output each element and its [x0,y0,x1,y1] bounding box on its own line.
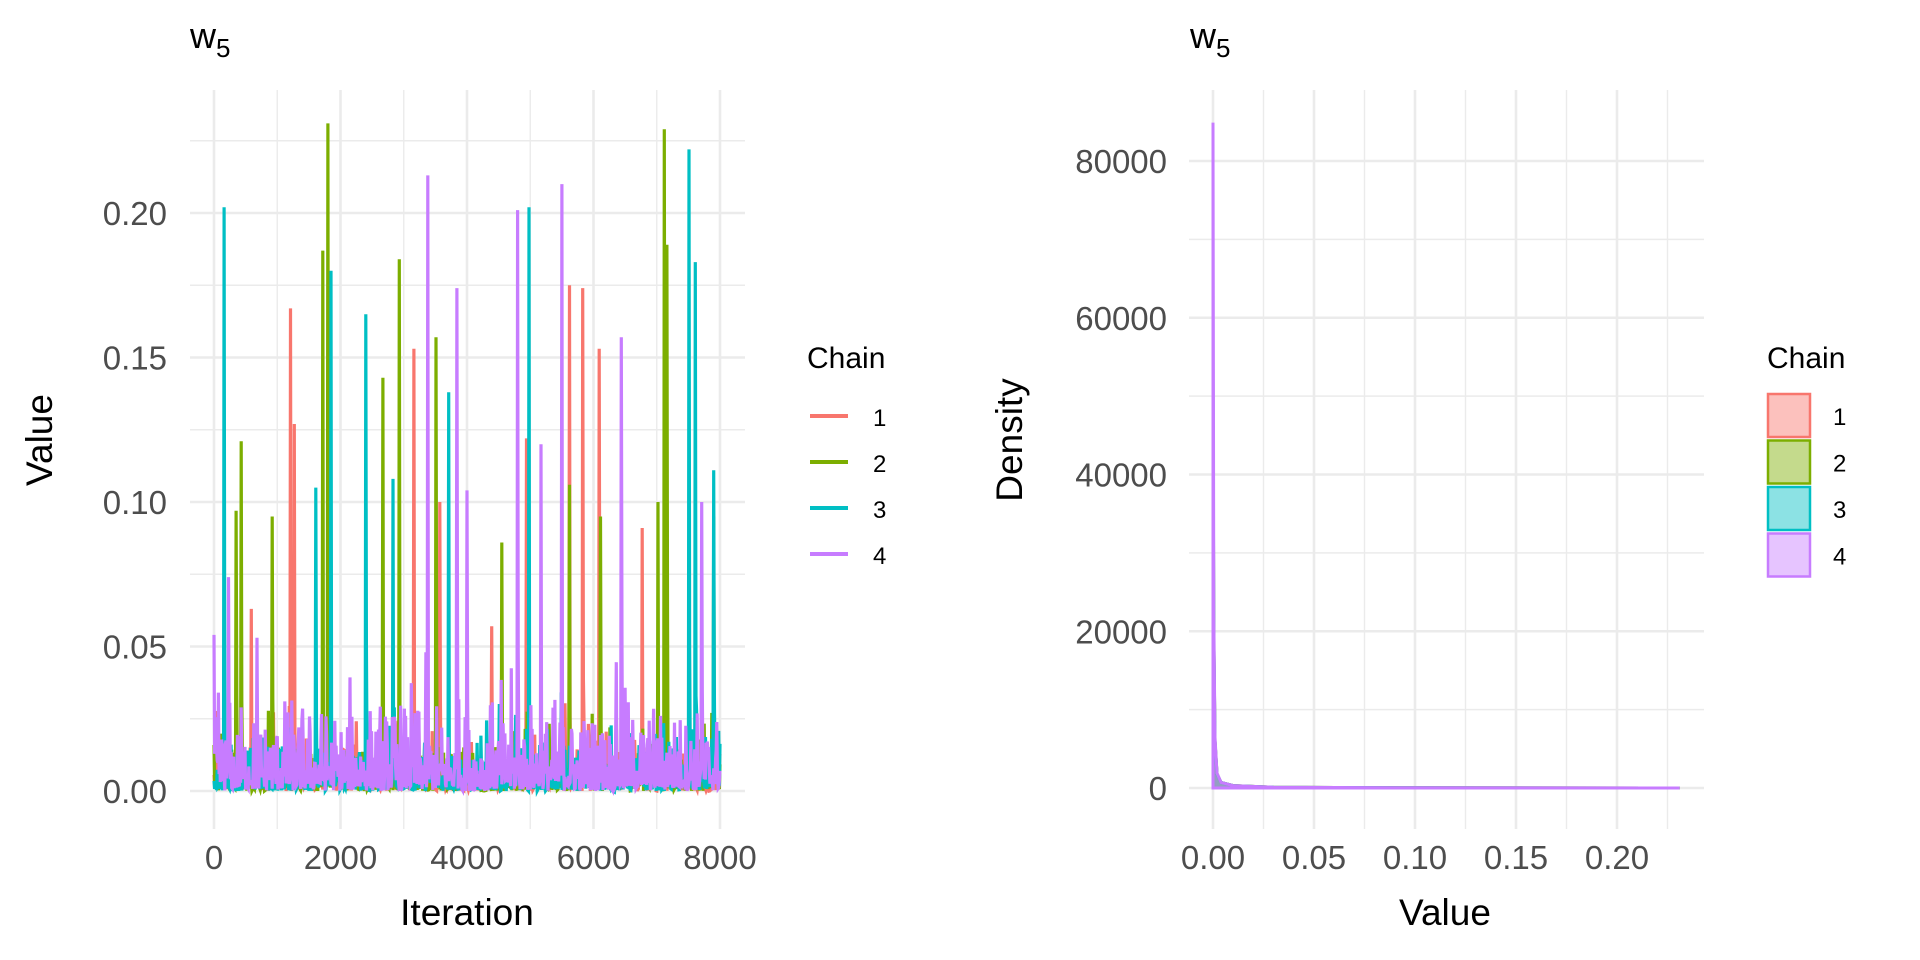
density-area-chain-3 [1211,372,1680,790]
y-tick-label: 0.10 [103,484,167,521]
density-areas [1211,122,1680,790]
density-area-chain-1 [1211,380,1680,790]
y-tick-label: 0.05 [103,629,167,666]
trace-panel: 0 2000 4000 6000 8000 0.00 0.05 0.10 0.15 0.20 w5… [19,15,886,933]
density-legend: Chain 1 2 3 4 [1766,342,1846,578]
legend-key-chain-4 [1766,532,1812,578]
trace-legend: Chain 1 2 3 4 [807,342,886,570]
y-tick-label: 40000 [1075,457,1167,494]
legend-key-chain-1 [1766,392,1812,439]
legend-label-chain-2: 2 [873,451,886,478]
x-tick-label: 6000 [557,839,630,876]
density-title: w5 [1189,15,1230,63]
legend-label-chain-2: 2 [1833,451,1846,478]
trace-lines [212,123,722,798]
y-tick-label: 0.20 [103,195,167,232]
x-tick-label: 8000 [683,839,756,876]
legend-key-chain-3 [1766,485,1812,532]
x-tick-label: 0.20 [1585,839,1649,876]
y-tick-label: 0 [1149,770,1167,807]
trace-line-chain-4 [212,175,722,796]
x-tick-label: 0.10 [1383,839,1447,876]
density-gridlines [1189,90,1704,829]
legend-label-chain-1: 1 [873,405,886,432]
trace-y-axis-title: Value [19,394,60,486]
legend-label-chain-3: 3 [873,497,886,524]
y-tick-label: 20000 [1075,613,1167,650]
density-x-axis-title: Value [1399,892,1491,933]
x-tick-label: 0.15 [1484,839,1548,876]
legend-label-chain-4: 4 [873,543,886,570]
trace-legend-title: Chain [807,342,885,375]
x-tick-label: 0 [205,839,223,876]
density-y-axis-title: Density [989,378,1030,502]
legend-label-chain-4: 4 [1833,544,1846,571]
x-tick-label: 2000 [304,839,377,876]
density-panel: 0.00 0.05 0.10 0.15 0.20 0 20000 40000 60000 8000… [989,15,1846,933]
x-tick-label: 4000 [430,839,503,876]
x-tick-label: 0.00 [1181,839,1245,876]
x-tick-label: 0.05 [1282,839,1346,876]
density-area-chain-4 [1211,122,1680,790]
trace-title: w5 [189,15,230,63]
density-legend-title: Chain [1767,342,1845,375]
y-tick-label: 60000 [1075,300,1167,337]
trace-x-axis-title: Iteration [400,892,534,933]
density-tick-labels: 0.00 0.05 0.10 0.15 0.20 0 20000 40000 60000 8000… [1075,143,1649,876]
legend-key-chain-2 [1766,439,1812,485]
legend-label-chain-1: 1 [1833,404,1846,431]
trace-tick-labels: 0 2000 4000 6000 8000 0.00 0.05 0.10 0.15 0.20 [103,195,757,876]
y-tick-label: 80000 [1075,143,1167,180]
y-tick-label: 0.00 [103,773,167,810]
density-area-chain-2 [1211,396,1680,790]
y-tick-label: 0.15 [103,340,167,377]
legend-label-chain-3: 3 [1833,497,1846,524]
